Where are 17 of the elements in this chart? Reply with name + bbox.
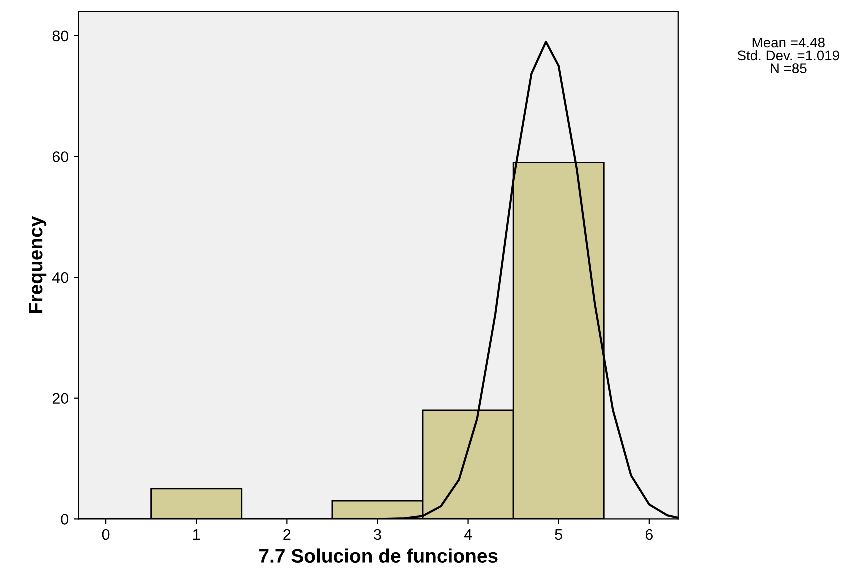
x-tick-label: 4 [464, 529, 472, 540]
x-tick-label: 6 [646, 529, 653, 540]
y-tick-label: 40 [52, 272, 69, 284]
x-tick-label: 0 [102, 529, 110, 540]
text: Mean =4.48 [752, 38, 825, 48]
x-tick-label: 5 [555, 529, 562, 540]
text: N =85 [771, 64, 807, 74]
y-tick-label: 80 [52, 30, 69, 42]
x-tick-label: 2 [284, 529, 291, 540]
y-tick-label: 0 [61, 514, 69, 525]
x-tick-label: 1 [194, 529, 200, 540]
text: Std. Dev. =1.019 [738, 50, 840, 61]
x-tick-label: 3 [374, 529, 382, 540]
y-tick-label: 60 [52, 152, 69, 162]
y-axis-title: Frequency [29, 216, 47, 314]
x-axis-title: 7.7 Solucion de funciones [260, 548, 498, 563]
y-tick-label: 20 [52, 393, 69, 404]
